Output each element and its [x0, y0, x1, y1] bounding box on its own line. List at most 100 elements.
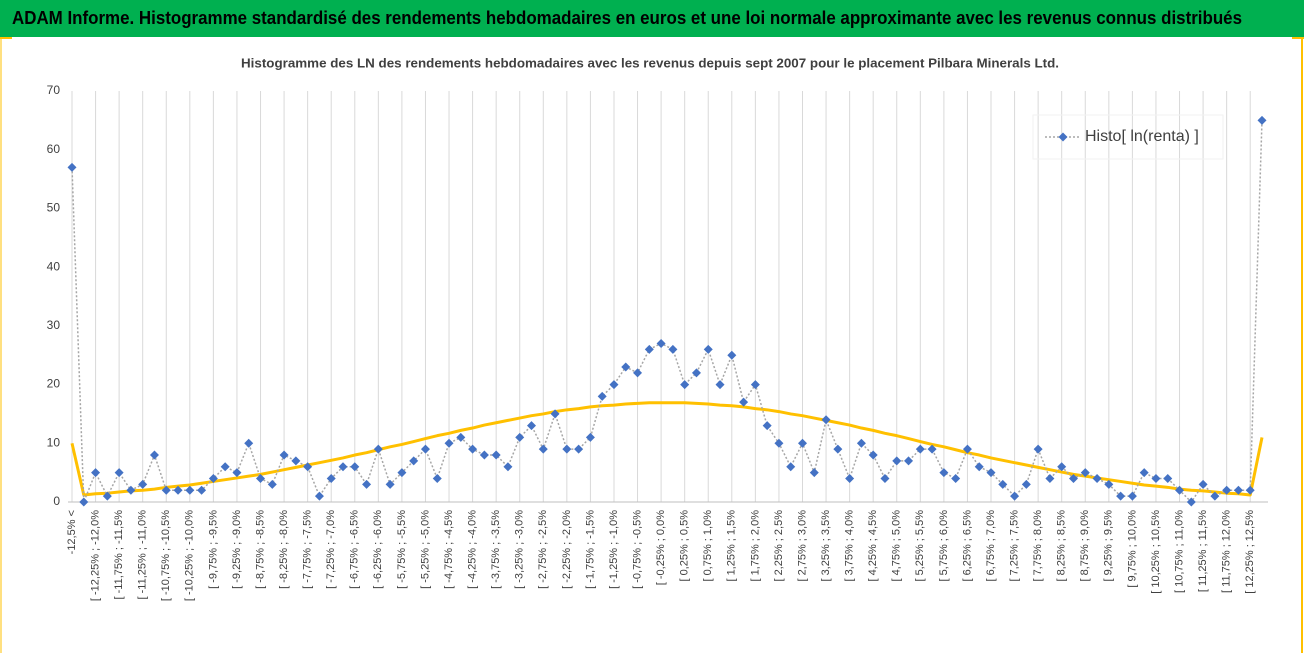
data-point [161, 485, 171, 495]
data-point [585, 432, 595, 442]
header-bar [0, 0, 1304, 37]
data-point [1233, 485, 1243, 495]
data-point [574, 444, 584, 454]
y-tick-label: 40 [47, 259, 61, 273]
x-tick-label: [ -4,75% ; -4,5% [443, 510, 455, 589]
data-point [739, 397, 749, 407]
x-tick-label: [ -5,75% ; -5,5% [396, 510, 408, 589]
data-point [456, 432, 466, 442]
x-tick-label: [ -11,75% ; -11,5% [113, 510, 125, 600]
data-point [314, 491, 324, 501]
data-point [468, 444, 478, 454]
data-point [927, 444, 937, 454]
legend-marker [1058, 132, 1068, 142]
data-point [173, 485, 183, 495]
x-tick-label: [ 3,75% ; 4,0% [844, 510, 856, 582]
y-tick-label: 70 [47, 83, 61, 97]
x-tick-label: [ -10,25% ; -10,0% [184, 510, 196, 601]
data-point [79, 497, 89, 507]
data-point [126, 485, 136, 495]
x-tick-label: [ 11,25% ; 11,5% [1197, 510, 1209, 592]
x-tick-label: [ 4,25% ; 4,5% [867, 510, 879, 582]
x-tick-label: [ 10,75% ; 11,0% [1173, 510, 1185, 593]
x-tick-label: [ 0,25% ; 0,5% [679, 510, 691, 582]
y-tick-label: 50 [47, 201, 61, 215]
x-tick-label: [ 5,25% ; 5,5% [914, 510, 926, 582]
x-tick-label: [ 12,25% ; 12,5% [1244, 510, 1256, 594]
data-point [208, 474, 218, 484]
data-point [974, 462, 984, 472]
data-point [185, 485, 195, 495]
data-point [503, 462, 513, 472]
data-point [385, 479, 395, 489]
data-point [1198, 479, 1208, 489]
x-tick-label: [ 9,25% ; 9,5% [1103, 510, 1115, 582]
data-point [491, 450, 501, 460]
legend-label: Histo[ ln(renta) ] [1085, 128, 1199, 145]
data-point [951, 474, 961, 484]
data-point [797, 438, 807, 448]
x-tick-label: [ 3,25% ; 3,5% [820, 510, 832, 582]
x-tick-label: [ -9,25% ; -9,0% [231, 510, 243, 589]
data-point [527, 421, 537, 431]
data-point [1057, 462, 1067, 472]
x-tick-label: [ 6,75% ; 7,0% [985, 510, 997, 582]
data-point [562, 444, 572, 454]
data-point [786, 462, 796, 472]
data-point [1045, 474, 1055, 484]
data-point [197, 485, 207, 495]
data-point [244, 438, 254, 448]
data-point [138, 479, 148, 489]
data-point [267, 479, 277, 489]
data-point [1092, 474, 1102, 484]
x-tick-label: [ 9,75% ; 10,0% [1126, 510, 1138, 588]
x-tick-label: [ 7,75% ; 8,0% [1032, 510, 1044, 582]
data-point [774, 438, 784, 448]
data-point [868, 450, 878, 460]
x-tick-label: [ 8,25% ; 8,5% [1056, 510, 1068, 582]
x-tick-label: [ -5,25% ; -5,0% [419, 510, 431, 589]
chart-title: Histogramme des LN des rendements hebdom… [241, 55, 1059, 70]
data-point [633, 368, 643, 378]
data-point [750, 380, 760, 390]
data-point [432, 474, 442, 484]
x-tick-label: [ 2,75% ; 3,0% [796, 510, 808, 582]
data-point [880, 474, 890, 484]
x-tick-label: [ -6,75% ; -6,5% [349, 510, 361, 589]
data-point [1257, 115, 1267, 125]
x-tick-label: [ -3,25% ; -3,0% [514, 510, 526, 589]
x-tick-label: [ -10,75% ; -10,5% [160, 510, 172, 601]
data-point [362, 479, 372, 489]
x-tick-label: [ -12,25% ; -12,0% [89, 510, 101, 601]
x-tick-label: [ -7,25% ; -7,0% [325, 510, 337, 589]
data-point [1127, 491, 1137, 501]
y-tick-label: 10 [47, 435, 61, 449]
data-point [1151, 474, 1161, 484]
x-tick-label: [ 2,25% ; 2,5% [773, 510, 785, 582]
x-tick-label: [ -0,25% ; 0,0% [655, 510, 667, 585]
x-tick-label: [ 1,75% ; 2,0% [749, 510, 761, 582]
data-point [1163, 474, 1173, 484]
data-point [856, 438, 866, 448]
x-tick-label: [ 8,75% ; 9,0% [1079, 510, 1091, 582]
data-point [1068, 474, 1078, 484]
data-point [680, 380, 690, 390]
data-point [350, 462, 360, 472]
data-point [397, 468, 407, 478]
header-title: ADAM Informe. Histogramme standardisé de… [12, 8, 1242, 28]
data-point [1139, 468, 1149, 478]
x-tick-label: [ 5,75% ; 6,0% [938, 510, 950, 582]
y-tick-label: 0 [53, 494, 60, 508]
data-point [1033, 444, 1043, 454]
x-tick-label: [ 11,75% ; 12,0% [1221, 510, 1233, 593]
x-tick-label: [ -4,25% ; -4,0% [467, 510, 479, 589]
x-tick-label: [ -3,75% ; -3,5% [490, 510, 502, 589]
x-tick-label: -12,5% < [66, 510, 78, 554]
x-tick-label: [ 0,75% ; 1,0% [702, 510, 714, 582]
data-point [939, 468, 949, 478]
data-point [303, 462, 313, 472]
x-tick-label: [ -8,25% ; -8,0% [278, 510, 290, 589]
y-tick-label: 20 [47, 377, 61, 391]
